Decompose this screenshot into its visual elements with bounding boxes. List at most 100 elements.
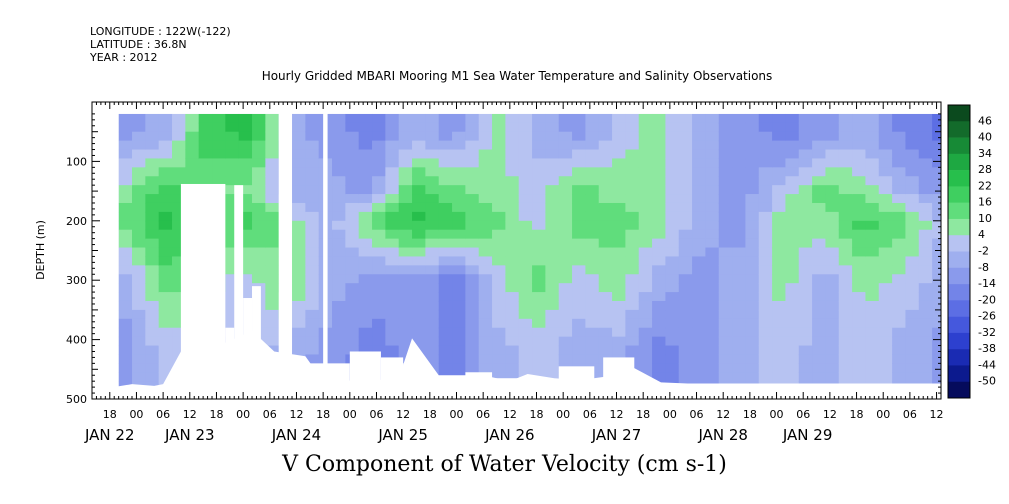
heatmap-cell [852,131,867,142]
heatmap-cell [158,202,173,213]
heatmap-cell [665,345,680,356]
heatmap-cell [825,131,840,142]
heatmap-cell [865,336,880,347]
heatmap-cell [612,247,627,258]
heatmap-cell [412,194,426,204]
heatmap-cell [758,122,773,133]
heatmap-cell [612,292,627,302]
heatmap-cell [132,336,146,347]
heatmap-cell [612,202,627,213]
heatmap-cell [358,167,373,177]
heatmap-cell [758,194,773,204]
heatmap-cell [452,185,466,195]
heatmap-cell [638,309,653,320]
heatmap-cell [265,185,280,195]
heatmap-cell [772,238,787,249]
longitude-label: LONGITUDE : 122W(-122) [90,25,231,38]
heatmap-cell [678,309,693,320]
heatmap-cell [172,336,186,347]
heatmap-cell [158,229,173,240]
heatmap-cell [758,336,773,347]
heatmap-cell [452,238,466,249]
heatmap-cell [692,372,707,382]
heatmap-cell [478,238,493,249]
heatmap-cell [772,229,787,240]
heatmap-cell [572,292,586,302]
heatmap-cell [398,158,413,168]
no-data-surface [92,102,941,114]
no-data-block [492,378,519,399]
heatmap-cell [785,131,800,142]
heatmap-cell [545,247,560,258]
heatmap-cell [745,131,760,142]
heatmap-cell [265,167,280,177]
heatmap-cell [772,309,787,320]
heatmap-cell [358,202,373,213]
heatmap-cell [785,309,800,320]
heatmap-cell [145,372,160,382]
heatmap-cell [772,363,787,373]
heatmap-cell [252,185,266,195]
heatmap-cell [732,336,747,347]
heatmap-cell [558,194,573,204]
heatmap-cell [585,318,600,329]
heatmap-cell [732,140,747,151]
heatmap-cell [878,202,893,213]
heatmap-cell [852,167,867,177]
heatmap-cell [118,363,133,373]
heatmap-cell [718,318,733,329]
heatmap-cell [172,131,186,142]
heatmap-cell [745,318,760,329]
heatmap-cell [558,229,573,240]
heatmap-cell [772,211,787,222]
heatmap-cell [252,149,266,160]
heatmap-cell [585,158,600,168]
heatmap-cell [132,131,146,142]
heatmap-cell [332,283,346,293]
heatmap-cell [718,113,733,124]
heatmap-cell [852,202,867,213]
heatmap-cell [745,238,760,249]
heatmap-cell [638,283,653,293]
heatmap-cell [532,185,546,195]
heatmap-cell [305,220,320,231]
heatmap-cell [358,318,373,329]
heatmap-cell [465,211,480,222]
heatmap-cell [785,149,800,160]
heatmap-cell [398,220,413,231]
heatmap-cell [425,283,440,293]
heatmap-cell [745,354,760,364]
heatmap-cell [838,363,853,373]
heatmap-cell [838,247,853,258]
heatmap-cell [572,185,586,195]
heatmap-cell [692,363,707,373]
heatmap-cell [892,292,907,302]
heatmap-cell [545,131,560,142]
heatmap-cell [812,283,827,293]
heatmap-cell [118,372,133,382]
heatmap-cell [918,336,933,347]
heatmap-cell [625,300,640,311]
heatmap-cell [718,131,733,142]
heatmap-cell [225,265,240,275]
heatmap-cell [932,140,941,151]
heatmap-cell [385,229,400,240]
heatmap-cell [612,229,627,240]
heatmap-cell [572,247,586,258]
heatmap-cell [372,176,386,186]
heatmap-cell [385,327,400,338]
heatmap-cell [918,158,933,168]
heatmap-cell [505,113,520,124]
heatmap-cell [718,247,733,258]
heatmap-cell [518,318,533,329]
heatmap-cell [918,345,933,356]
heatmap-cell [118,318,133,329]
heatmap-cell [385,167,400,177]
heatmap-cell [238,131,253,142]
heatmap-cell [145,229,160,240]
heatmap-cell [265,247,280,258]
heatmap-cell [398,265,413,275]
heatmap-cell [438,229,453,240]
heatmap-cell [332,131,346,142]
heatmap-cell [532,113,546,124]
